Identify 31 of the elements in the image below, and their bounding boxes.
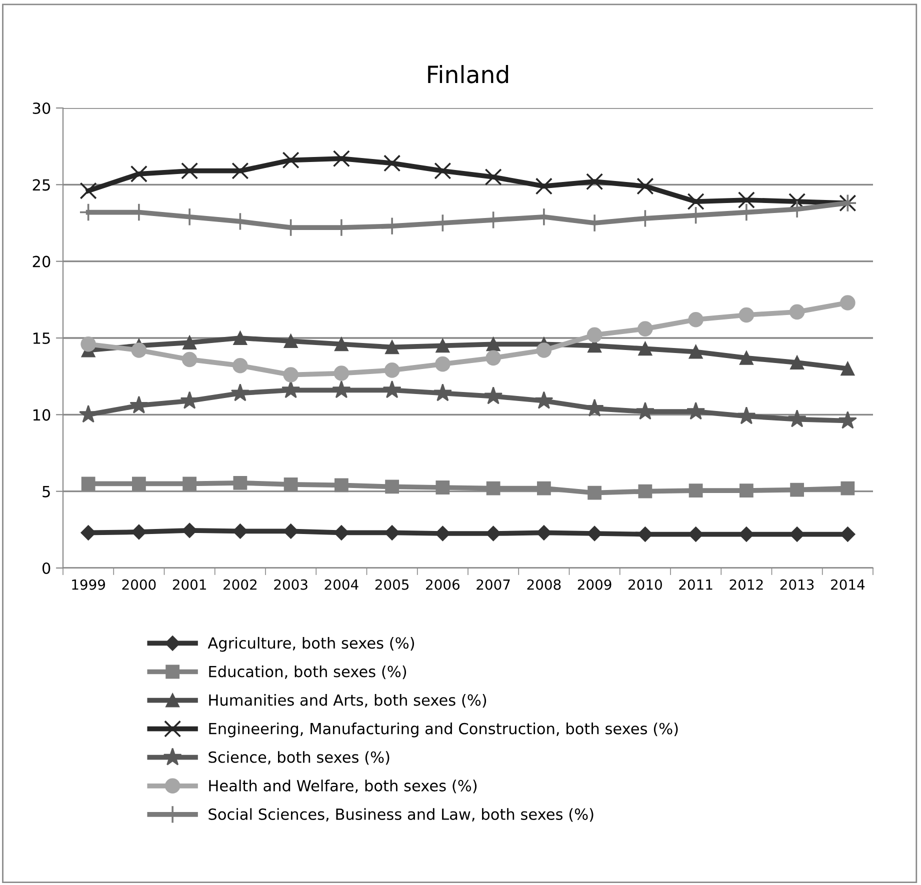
y-tick-label: 30 <box>32 102 50 114</box>
x-tick-label: 1999 <box>72 579 106 590</box>
y-tick-label: 0 <box>42 562 50 574</box>
x-tick-label: 2003 <box>274 579 308 590</box>
chart-title: Finland <box>428 65 508 84</box>
x-tick-label: 2011 <box>679 579 712 590</box>
legend-label: Social Sciences, Business and Law, both sexes (%) <box>208 808 594 822</box>
y-tick-label: 10 <box>33 409 50 421</box>
x-tick-label: 2004 <box>324 579 358 590</box>
legend-label: Health and Welfare, both sexes (%) <box>209 780 477 794</box>
legend-label: Humanities and Arts, both sexes (%) <box>209 694 486 708</box>
x-tick-label: 2000 <box>122 579 156 590</box>
legend-label: Science, both sexes (%) <box>208 751 390 765</box>
x-tick-label: 2012 <box>730 579 763 590</box>
legend-label: Engineering, Manufacturing and Construction, both sexes (%) <box>209 722 678 738</box>
x-tick-label: 2007 <box>476 579 510 590</box>
x-tick-label: 2006 <box>426 579 460 590</box>
x-tick-label: 2002 <box>224 579 256 590</box>
legend-label: Education, both sexes (%) <box>209 665 406 680</box>
x-tick-label: 2009 <box>578 579 612 590</box>
legend-label: Agriculture, both sexes (%) <box>208 636 414 652</box>
y-tick-label: 15 <box>33 332 50 344</box>
x-tick-label: 2001 <box>172 579 206 590</box>
x-tick-label: 2008 <box>527 579 561 590</box>
y-tick-label: 20 <box>32 256 50 268</box>
x-tick-label: 2005 <box>375 579 409 590</box>
y-tick-label: 25 <box>32 179 50 191</box>
x-tick-label: 2013 <box>780 579 814 590</box>
y-tick-label: 5 <box>42 486 50 498</box>
x-tick-label: 2014 <box>831 579 865 590</box>
x-tick-label: 2010 <box>628 579 662 590</box>
